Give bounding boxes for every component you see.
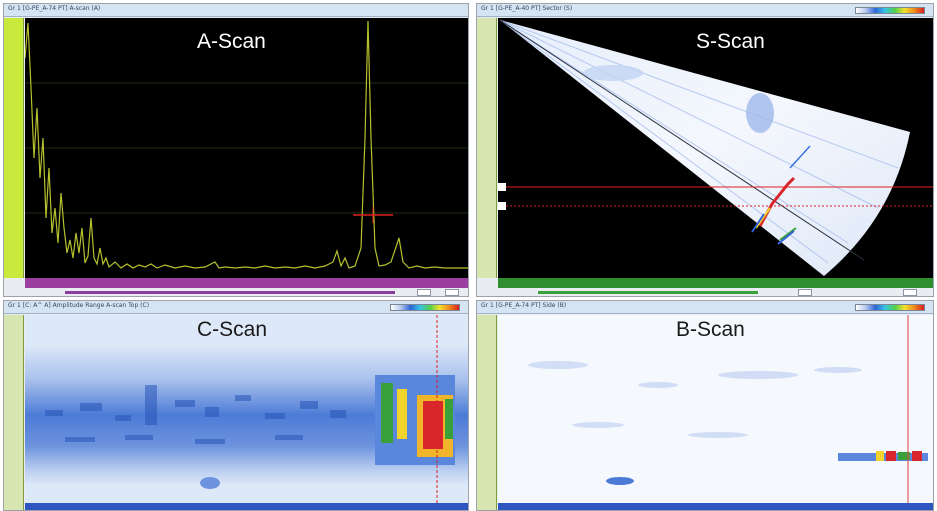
sscan-range-bar[interactable] xyxy=(538,291,758,294)
cscan-index-ruler[interactable] xyxy=(25,503,468,510)
color-palette-icon xyxy=(855,7,925,14)
cscan-window-title: Gr 1 [C: A^ A] Amplitude Range A-scan To… xyxy=(8,302,150,309)
sscan-range-end[interactable] xyxy=(903,289,917,296)
cscan-panel: Gr 1 [C: A^ A] Amplitude Range A-scan To… xyxy=(3,300,469,511)
bscan-window-title: Gr 1 [G-PE_A-74 PT] Side (B) xyxy=(481,302,567,309)
sscan-scrollbar[interactable] xyxy=(498,288,933,296)
cscan-defect-indication xyxy=(375,375,455,465)
color-palette-icon xyxy=(855,304,925,311)
bscan-panel: Gr 1 [G-PE_A-74 PT] Side (B) B-Scan xyxy=(476,300,934,511)
ascan-scrollbar[interactable] xyxy=(25,288,468,296)
ascan-range-start[interactable] xyxy=(417,289,431,296)
bscan-label: B-Scan xyxy=(676,318,745,341)
ascan-window-title: Gr 1 [G-PE_A-74 PT] A-scan (A) xyxy=(8,5,101,12)
ascan-label: A-Scan xyxy=(197,30,266,53)
ascan-range-bar[interactable] xyxy=(65,291,395,294)
cscan-scan-ruler[interactable] xyxy=(4,315,24,510)
bscan-titlebar[interactable]: Gr 1 [G-PE_A-74 PT] Side (B) xyxy=(477,301,933,314)
bscan-depth-ruler[interactable] xyxy=(477,315,497,510)
sscan-plot[interactable]: S-Scan xyxy=(498,18,933,278)
sscan-panel: Gr 1 [G-PE_A-40 PT] Sector (S) xyxy=(476,3,934,297)
ascan-panel: Gr 1 [G-PE_A-74 PT] A-scan (A) A-Scan xyxy=(3,3,469,297)
sscan-label: S-Scan xyxy=(696,30,765,53)
bscan-weak-indication xyxy=(606,477,634,485)
cscan-label: C-Scan xyxy=(197,318,268,341)
ascan-trace xyxy=(25,20,468,269)
bscan-defect-indication xyxy=(838,451,928,461)
sscan-index-ruler[interactable] xyxy=(498,278,933,288)
sscan-fan xyxy=(500,20,910,276)
cscan-image xyxy=(25,315,468,503)
sscan-image xyxy=(498,19,933,276)
ascan-titlebar[interactable]: Gr 1 [G-PE_A-74 PT] A-scan (A) xyxy=(4,4,468,17)
cscan-plot[interactable]: C-Scan xyxy=(25,315,468,503)
cscan-titlebar[interactable]: Gr 1 [C: A^ A] Amplitude Range A-scan To… xyxy=(4,301,468,314)
bscan-plot[interactable]: B-Scan xyxy=(498,315,933,503)
ascan-range-end[interactable] xyxy=(445,289,459,296)
sscan-titlebar[interactable]: Gr 1 [G-PE_A-40 PT] Sector (S) xyxy=(477,4,933,17)
color-palette-icon xyxy=(390,304,460,311)
sscan-range-start[interactable] xyxy=(798,289,812,296)
bscan-index-ruler[interactable] xyxy=(498,503,933,510)
ascan-waveform xyxy=(25,20,468,269)
sscan-window-title: Gr 1 [G-PE_A-40 PT] Sector (S) xyxy=(481,5,573,12)
ascan-amplitude-ruler[interactable] xyxy=(4,18,24,278)
bscan-image xyxy=(528,315,928,503)
sscan-depth-ruler[interactable] xyxy=(477,18,497,278)
ascan-plot[interactable]: A-Scan xyxy=(25,18,468,278)
ascan-time-ruler[interactable] xyxy=(25,278,468,288)
